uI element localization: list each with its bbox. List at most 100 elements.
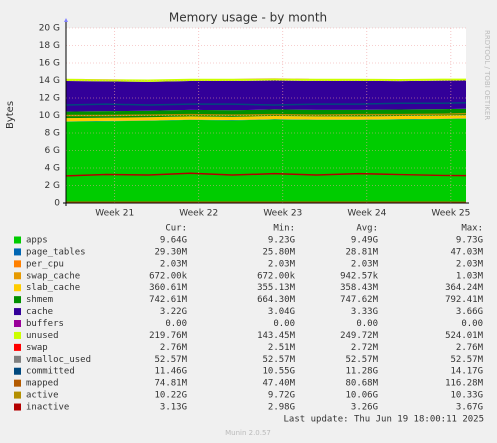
legend-stat: 2.51M xyxy=(268,343,296,353)
legend-stat: 3.22G xyxy=(160,307,187,317)
legend-label: per_cpu xyxy=(26,259,64,269)
legend-stat: 29.30M xyxy=(154,247,187,257)
line xyxy=(65,101,467,106)
legend-stat: 3.13G xyxy=(160,403,187,413)
legend-swatch xyxy=(14,379,21,387)
y-tick-label: 6 G xyxy=(44,146,60,156)
y-tick-label: 0 xyxy=(54,199,60,209)
legend-swatch xyxy=(14,331,21,339)
legend-stat: 524.01M xyxy=(445,331,484,341)
legend-stat: 47.03M xyxy=(450,247,483,257)
line xyxy=(65,172,467,177)
area xyxy=(66,78,466,82)
y-tick-label: 4 G xyxy=(44,164,60,174)
legend-stat: 14.17G xyxy=(450,367,483,377)
legend-stat: 664.30M xyxy=(257,295,296,305)
legend-stat: 0.00 xyxy=(273,319,295,329)
legend-stat: 10.22G xyxy=(154,391,187,401)
legend-stat: 2.72M xyxy=(351,343,379,353)
legend-header: Cur: xyxy=(165,224,187,234)
legend-stat: 52.57M xyxy=(154,355,187,365)
line xyxy=(66,112,467,117)
legend-header: Min: xyxy=(273,224,295,234)
legend-swatch xyxy=(14,308,21,316)
x-tick-label: Week 21 xyxy=(95,209,134,219)
x-tick-label: Week 23 xyxy=(263,209,302,219)
legend-stat: 2.98G xyxy=(268,403,295,413)
x-tick-label: Week 25 xyxy=(431,209,470,219)
legend-stat: 9.64G xyxy=(160,236,187,246)
x-tick-label: Week 24 xyxy=(347,209,386,219)
y-tick-label: 14 G xyxy=(39,76,60,86)
y-tick-label: 12 G xyxy=(39,94,60,104)
y-tick-label: 10 G xyxy=(39,111,60,121)
area xyxy=(66,80,466,112)
legend-stat: 792.41M xyxy=(445,295,484,305)
legend-swatch xyxy=(14,260,21,268)
legend-stat: 80.68M xyxy=(345,379,378,389)
legend-stat: 11.28G xyxy=(345,367,378,377)
legend-label: page_tables xyxy=(26,247,86,257)
legend-label: swap_cache xyxy=(26,271,80,281)
legend-stat: 358.43M xyxy=(340,283,379,293)
legend-stat: 2.76M xyxy=(160,343,188,353)
legend-swatch xyxy=(14,355,21,363)
legend-stat: 3.04G xyxy=(268,307,295,317)
legend-stat: 74.81M xyxy=(154,379,187,389)
y-axis-label: Bytes xyxy=(5,101,16,129)
legend-stat: 28.81M xyxy=(345,247,378,257)
legend-stat: 52.57M xyxy=(450,355,483,365)
x-tick-label: Week 22 xyxy=(179,209,218,219)
legend-label: vmalloc_used xyxy=(26,355,91,365)
side-text: RRDTOOL / TOBI OETIKER xyxy=(483,30,491,120)
area xyxy=(66,115,466,122)
legend-swatch xyxy=(14,248,21,256)
legend-stat: 3.26G xyxy=(351,403,378,413)
legend-stat: 9.73G xyxy=(456,236,483,246)
legend-stat: 360.61M xyxy=(149,283,188,293)
legend-stat: 9.23G xyxy=(268,236,295,246)
legend-stat: 25.80M xyxy=(262,247,295,257)
axis-arrow xyxy=(64,18,68,22)
legend-label: buffers xyxy=(26,319,64,329)
legend-stat: 143.45M xyxy=(257,331,296,341)
legend-label: unused xyxy=(26,331,59,341)
legend-swatch xyxy=(14,320,21,328)
legend-label: mapped xyxy=(26,379,59,389)
y-tick-label: 18 G xyxy=(39,41,60,51)
legend-stat: 2.03M xyxy=(456,259,484,269)
legend-stat: 2.03M xyxy=(351,259,379,269)
legend-label: shmem xyxy=(26,295,53,305)
legend-stat: 2.76M xyxy=(456,343,484,353)
legend-header: Avg: xyxy=(356,224,378,234)
legend-swatch xyxy=(14,236,21,244)
legend-stat: 219.76M xyxy=(149,331,188,341)
version: Munin 2.0.57 xyxy=(225,429,271,437)
footer: Last update: Thu Jun 19 18:00:11 2025 xyxy=(284,415,484,425)
legend-stat: 672.00k xyxy=(257,271,296,281)
area xyxy=(66,108,466,119)
legend-header: Max: xyxy=(461,224,483,234)
legend-stat: 9.49G xyxy=(351,236,378,246)
legend-stat: 249.72M xyxy=(340,331,379,341)
legend-swatch xyxy=(14,391,21,399)
legend-stat: 3.66G xyxy=(456,307,483,317)
legend-swatch xyxy=(14,403,21,411)
legend-stat: 3.33G xyxy=(351,307,378,317)
legend-label: committed xyxy=(26,367,75,377)
legend-label: apps xyxy=(26,236,48,246)
legend-stat: 942.57k xyxy=(340,271,379,281)
y-tick-label: 8 G xyxy=(44,129,60,139)
legend-label: swap xyxy=(26,343,48,353)
legend-swatch xyxy=(14,284,21,292)
legend-stat: 11.46G xyxy=(154,367,187,377)
legend-stat: 3.67G xyxy=(456,403,483,413)
legend-stat: 2.03M xyxy=(268,259,296,269)
legend-stat: 10.55G xyxy=(262,367,295,377)
legend-stat: 10.06G xyxy=(345,391,378,401)
legend-stat: 0.00 xyxy=(461,319,483,329)
legend-stat: 355.13M xyxy=(257,283,296,293)
y-tick-label: 2 G xyxy=(44,181,60,191)
legend-stat: 1.03M xyxy=(456,271,484,281)
